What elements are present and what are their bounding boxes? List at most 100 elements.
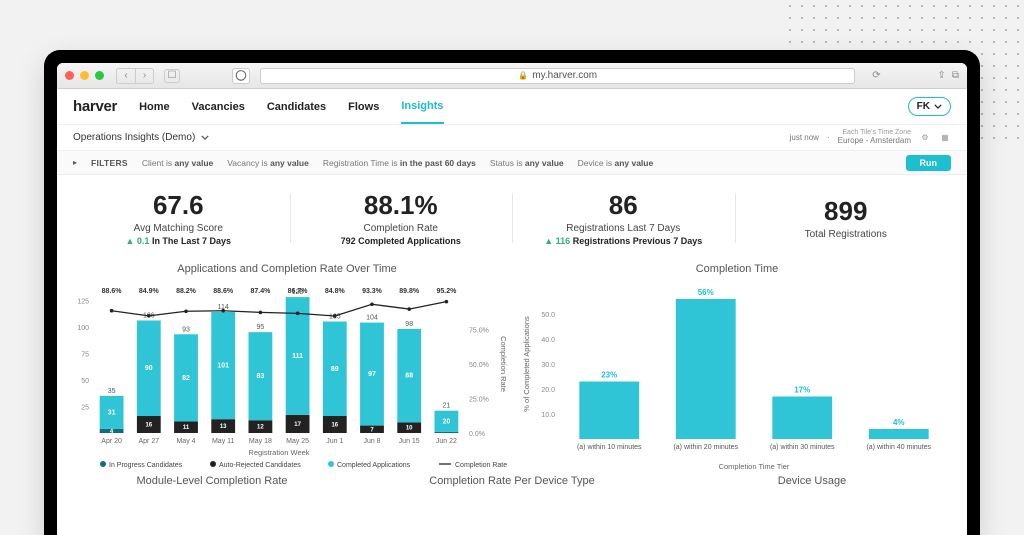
svg-text:75: 75 (81, 351, 89, 358)
filter-bar: ▸ FILTERS Client is any value Vacancy is … (57, 151, 967, 175)
svg-text:(a) within 30 minutes: (a) within 30 minutes (770, 444, 835, 451)
filter-item[interactable]: Status is any value (490, 158, 564, 168)
chart-title: Applications and Completion Rate Over Ti… (67, 261, 507, 279)
svg-text:Completion Rate: Completion Rate (455, 462, 507, 469)
app-header: harver Home Vacancies Candidates Flows I… (57, 89, 967, 125)
kpi-value: 67.6 (153, 190, 204, 221)
filters-label: FILTERS (91, 158, 128, 168)
svg-text:Jun 8: Jun 8 (363, 438, 380, 445)
traffic-light-min[interactable] (80, 71, 89, 80)
kpi-label: Completion Rate (364, 223, 438, 234)
kpi-label: Registrations Last 7 Days (566, 223, 680, 234)
filter-item[interactable]: Registration Time is in the past 60 days (323, 158, 476, 168)
nav-vacancies[interactable]: Vacancies (192, 91, 245, 123)
kpi-delta: ▲ 116 Registrations Previous 7 Days (544, 236, 702, 246)
nav-home[interactable]: Home (139, 91, 170, 123)
svg-text:25: 25 (81, 404, 89, 411)
svg-text:Auto-Rejected Candidates: Auto-Rejected Candidates (219, 462, 301, 469)
nav-insights[interactable]: Insights (401, 90, 443, 124)
svg-text:50.0: 50.0 (541, 312, 555, 319)
subheader: Operations Insights (Demo) just now · Ea… (57, 125, 967, 151)
svg-text:50.0%: 50.0% (469, 362, 489, 369)
svg-text:13: 13 (220, 424, 227, 430)
traffic-light-max[interactable] (95, 71, 104, 80)
svg-text:Apr 20: Apr 20 (101, 438, 122, 445)
nav-candidates[interactable]: Candidates (267, 91, 326, 123)
sidebar-toggle-icon[interactable]: ☐ (164, 69, 180, 83)
kpi-value: 899 (824, 196, 867, 227)
svg-text:23%: 23% (601, 371, 617, 380)
kpi-label: Avg Matching Score (134, 223, 223, 234)
svg-text:88.2%: 88.2% (176, 288, 197, 295)
svg-text:125: 125 (77, 298, 89, 305)
traffic-light-close[interactable] (65, 71, 74, 80)
filter-item[interactable]: Vacancy is any value (227, 158, 309, 168)
charts-row: Applications and Completion Rate Over Ti… (67, 261, 957, 471)
svg-text:90: 90 (145, 365, 153, 372)
svg-text:56%: 56% (698, 288, 714, 297)
svg-text:Jun 15: Jun 15 (399, 438, 420, 445)
gear-icon[interactable]: ⚙ (919, 131, 931, 143)
svg-text:Apr 27: Apr 27 (138, 438, 159, 445)
filter-item[interactable]: Device is any value (578, 158, 654, 168)
svg-text:111: 111 (292, 353, 303, 360)
svg-text:(a) within 10 minutes: (a) within 10 minutes (577, 444, 642, 451)
svg-text:Completed Applications: Completed Applications (337, 462, 411, 469)
svg-text:21: 21 (443, 403, 451, 410)
run-button[interactable]: Run (906, 155, 952, 171)
kpi-delta: ▲ 0.1 In The Last 7 Days (126, 236, 231, 246)
svg-text:93: 93 (182, 326, 190, 333)
svg-text:May 18: May 18 (249, 438, 272, 445)
nav-back-forward: ‹ › (116, 68, 154, 84)
share-icon[interactable]: ⇪ (937, 70, 945, 81)
shield-icon[interactable]: ◯ (232, 68, 250, 84)
svg-text:(a) within 20 minutes: (a) within 20 minutes (673, 444, 738, 451)
svg-text:May 25: May 25 (286, 438, 309, 445)
svg-text:75.0%: 75.0% (469, 328, 489, 335)
url-text: my.harver.com (532, 70, 597, 81)
svg-text:0.0%: 0.0% (469, 431, 485, 438)
svg-text:84.8%: 84.8% (325, 288, 346, 295)
monitor-frame: ‹ › ☐ ◯ 🔒 my.harver.com ⟳ ⇪ ⧉ ha (44, 50, 980, 535)
svg-text:25.0%: 25.0% (469, 397, 489, 404)
svg-text:Completion Time Tier: Completion Time Tier (719, 462, 790, 471)
filters-caret-icon[interactable]: ▸ (73, 158, 77, 167)
address-bar[interactable]: 🔒 my.harver.com (260, 68, 855, 84)
filter-item[interactable]: Client is any value (142, 158, 213, 168)
dashboard-name: Operations Insights (Demo) (73, 132, 195, 143)
chart-title: Completion Time (517, 261, 957, 279)
timezone-block: Each Tile's Time Zone Europe - Amsterdam (838, 129, 911, 145)
kpi-card: 67.6 Avg Matching Score ▲ 0.1 In The Last … (67, 175, 290, 261)
svg-text:89: 89 (331, 366, 339, 373)
grid-icon[interactable]: ▦ (939, 131, 951, 143)
svg-text:May 4: May 4 (176, 438, 195, 445)
kpi-value: 86 (609, 190, 638, 221)
screen: ‹ › ☐ ◯ 🔒 my.harver.com ⟳ ⇪ ⧉ ha (57, 63, 967, 535)
forward-button[interactable]: › (135, 69, 153, 83)
completion-time-chart: 10.020.030.040.050.023%(a) within 10 min… (517, 279, 957, 473)
completion-time-card: Completion Time 10.020.030.040.050.023%(… (517, 261, 957, 471)
logo: harver (73, 98, 117, 115)
svg-text:16: 16 (331, 423, 338, 429)
nav-flows[interactable]: Flows (348, 91, 379, 123)
svg-text:89.8%: 89.8% (399, 288, 420, 295)
kpi-card: 88.1%Completion Rate792 Completed Applic… (290, 175, 513, 261)
svg-text:83: 83 (257, 373, 265, 380)
reload-icon[interactable]: ⟳ (867, 69, 885, 83)
svg-text:Completion Rate: Completion Rate (499, 336, 507, 392)
svg-text:Jun 22: Jun 22 (436, 438, 457, 445)
svg-text:30.0: 30.0 (541, 362, 555, 369)
content: 67.6 Avg Matching Score ▲ 0.1 In The Last … (57, 175, 967, 535)
section-titles-row: Module-Level Completion Rate Completion … (67, 475, 957, 487)
section-title: Device Usage (667, 475, 957, 487)
kpi-value: 88.1% (364, 190, 438, 221)
svg-text:93.3%: 93.3% (362, 288, 383, 295)
back-button[interactable]: ‹ (117, 69, 135, 83)
dashboard-dropdown[interactable]: Operations Insights (Demo) (73, 132, 209, 143)
user-menu[interactable]: FK (908, 97, 951, 116)
svg-text:86.7%: 86.7% (288, 288, 309, 295)
svg-text:10.0: 10.0 (541, 412, 555, 419)
svg-text:101: 101 (217, 363, 229, 370)
tabs-icon[interactable]: ⧉ (952, 70, 959, 81)
svg-text:87.4%: 87.4% (250, 288, 271, 295)
